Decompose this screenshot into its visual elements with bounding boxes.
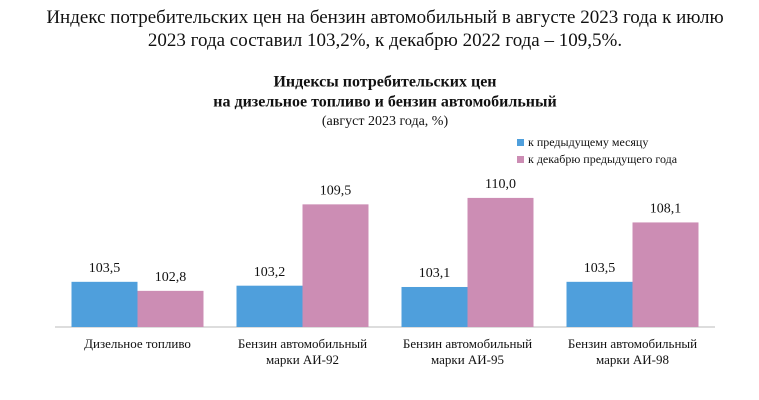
bar bbox=[401, 286, 468, 327]
value-label: 103,5 bbox=[89, 261, 121, 276]
bar bbox=[467, 197, 534, 327]
legend-label: к декабрю предыдущего года bbox=[528, 152, 678, 166]
bar bbox=[236, 285, 303, 327]
legend-label: к предыдущему месяцу bbox=[528, 135, 648, 149]
x-tick-label: Дизельное топливо bbox=[84, 336, 191, 351]
legend-swatch bbox=[517, 139, 524, 146]
x-tick-label: марки АИ-92 bbox=[266, 352, 339, 367]
x-tick-label: марки АИ-98 bbox=[596, 352, 669, 367]
value-label: 108,1 bbox=[650, 202, 682, 217]
bar bbox=[566, 281, 633, 327]
chart-subtitle: (август 2023 года, %) bbox=[322, 114, 449, 129]
chart-title: на дизельное топливо и бензин автомобиль… bbox=[213, 94, 556, 111]
x-tick-label: Бензин автомобильный bbox=[238, 336, 367, 351]
value-label: 102,8 bbox=[155, 270, 187, 285]
value-label: 110,0 bbox=[485, 177, 516, 192]
bar bbox=[137, 290, 204, 327]
bar bbox=[71, 281, 138, 327]
value-label: 109,5 bbox=[320, 184, 352, 199]
paragraph: Индекс потребительских цен на бензин авт… bbox=[46, 7, 724, 51]
bar bbox=[302, 204, 369, 327]
x-tick-label: Бензин автомобильный bbox=[403, 336, 532, 351]
x-tick-label: Бензин автомобильный bbox=[568, 336, 697, 351]
value-label: 103,2 bbox=[254, 265, 286, 280]
legend-swatch bbox=[517, 156, 524, 163]
chart-title: Индексы потребительских цен bbox=[273, 74, 496, 91]
bar bbox=[632, 222, 699, 327]
x-tick-label: марки АИ-95 bbox=[431, 352, 504, 367]
value-label: 103,5 bbox=[584, 261, 616, 276]
value-label: 103,1 bbox=[419, 266, 451, 281]
